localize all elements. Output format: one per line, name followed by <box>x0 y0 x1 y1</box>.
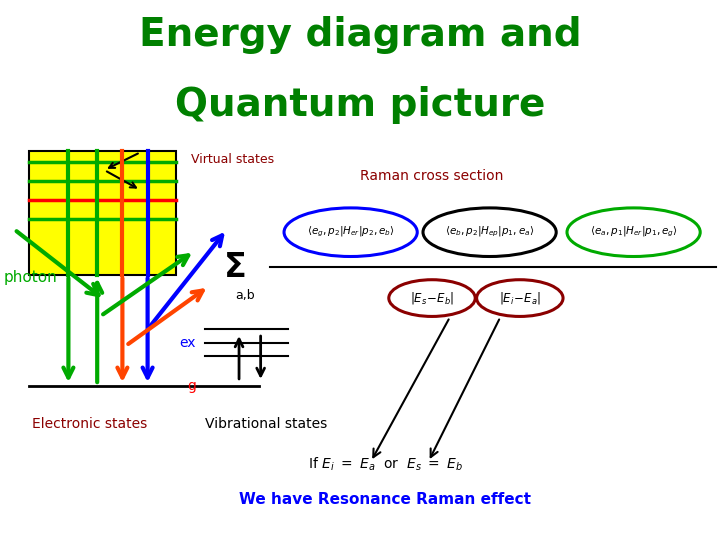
Text: $|E_s\!-\!E_b|$: $|E_s\!-\!E_b|$ <box>410 290 454 306</box>
Text: $\langle e_g,p_2|H_{er}|p_2,e_b\rangle$: $\langle e_g,p_2|H_{er}|p_2,e_b\rangle$ <box>307 225 395 239</box>
Text: $|E_i\!-\!E_a|$: $|E_i\!-\!E_a|$ <box>499 290 541 306</box>
Text: Virtual states: Virtual states <box>191 153 274 166</box>
Text: a,b: a,b <box>235 289 255 302</box>
Text: $\mathbf{\Sigma}$: $\mathbf{\Sigma}$ <box>222 251 246 284</box>
Text: Raman cross section: Raman cross section <box>360 168 504 183</box>
Text: Electronic states: Electronic states <box>32 417 148 431</box>
Text: Quantum picture: Quantum picture <box>175 86 545 124</box>
Text: Vibrational states: Vibrational states <box>205 417 328 431</box>
Text: Energy diagram and: Energy diagram and <box>139 16 581 54</box>
Text: $\langle e_a,p_1|H_{er}|p_1,e_g\rangle$: $\langle e_a,p_1|H_{er}|p_1,e_g\rangle$ <box>590 225 678 239</box>
Text: We have Resonance Raman effect: We have Resonance Raman effect <box>239 492 531 507</box>
Text: g: g <box>187 379 196 393</box>
Text: photon: photon <box>4 270 58 285</box>
Text: If $E_i\ =\ E_a\ $ or $\ E_s\ =\ E_b$: If $E_i\ =\ E_a\ $ or $\ E_s\ =\ E_b$ <box>307 456 463 473</box>
Text: ex: ex <box>179 336 196 350</box>
Text: $\langle e_b,p_2|H_{ep}|p_1,e_a\rangle$: $\langle e_b,p_2|H_{ep}|p_1,e_a\rangle$ <box>445 225 534 239</box>
Bar <box>29 151 176 275</box>
